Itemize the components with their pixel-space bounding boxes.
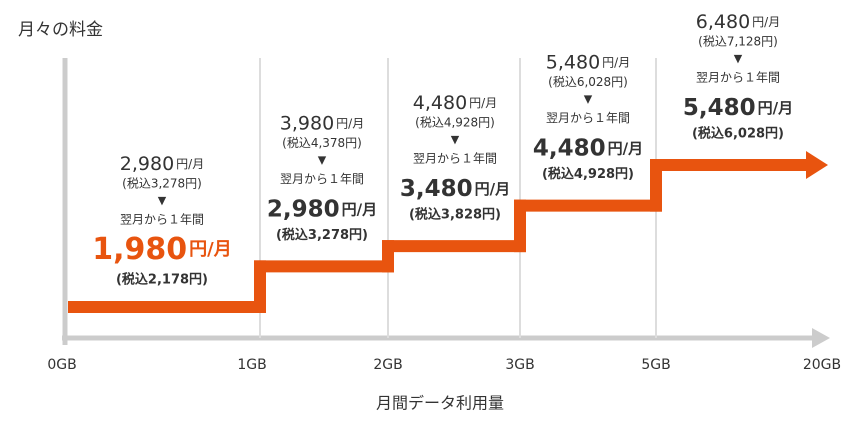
regular-price: 5,480 円/月 xyxy=(546,51,630,73)
price-unit: 円/月 xyxy=(189,239,232,260)
price: 1,980 円/月 xyxy=(92,232,231,267)
x-axis-arrow xyxy=(812,328,830,348)
regular-price-number: 6,480 xyxy=(696,11,750,33)
x-tick-label: 2GB xyxy=(373,357,402,373)
step-arrow xyxy=(806,151,828,179)
price-number: 4,480 xyxy=(533,135,606,161)
arrow: ▼ xyxy=(158,194,167,207)
regular-price-unit: 円/月 xyxy=(336,116,364,130)
regular-price-unit: 円/月 xyxy=(752,15,780,29)
note: 翌月から１年間 xyxy=(280,172,364,186)
note: 翌月から１年間 xyxy=(546,111,630,125)
arrow: ▼ xyxy=(318,153,327,166)
arrow: ▼ xyxy=(451,133,460,146)
x-tick-label: 0GB xyxy=(47,357,76,373)
regular-tax: (税込7,128円) xyxy=(698,35,778,49)
price: 2,980 円/月 xyxy=(267,196,377,222)
price-unit: 円/月 xyxy=(342,200,377,218)
regular-price-unit: 円/月 xyxy=(176,157,204,171)
price: 4,480 円/月 xyxy=(533,135,643,161)
x-tick-label: 3GB xyxy=(505,357,534,373)
arrow: ▼ xyxy=(734,52,743,65)
x-tick-label: 1GB xyxy=(237,357,266,373)
regular-price: 4,480 円/月 xyxy=(413,92,497,114)
regular-tax: (税込4,928円) xyxy=(415,116,495,130)
chart-title: 月々の料金 xyxy=(18,20,103,40)
tax: (税込3,828円) xyxy=(409,207,501,223)
price-unit: 円/月 xyxy=(758,99,793,117)
price-number: 2,980 xyxy=(267,196,340,222)
note: 翌月から１年間 xyxy=(696,71,780,85)
regular-price: 2,980 円/月 xyxy=(120,153,204,175)
regular-price-number: 2,980 xyxy=(120,153,174,175)
regular-tax: (税込4,378円) xyxy=(282,136,362,150)
regular-price-number: 4,480 xyxy=(413,92,467,114)
price-number: 1,980 xyxy=(92,232,187,267)
note: 翌月から１年間 xyxy=(413,152,497,166)
x-axis-label: 月間データ利用量 xyxy=(376,394,504,413)
regular-price-unit: 円/月 xyxy=(602,55,630,69)
tax: (税込3,278円) xyxy=(276,227,368,243)
arrow: ▼ xyxy=(584,93,593,106)
price: 3,480 円/月 xyxy=(400,176,510,202)
tax: (税込6,028円) xyxy=(692,126,784,142)
price-number: 3,480 xyxy=(400,176,473,202)
x-tick-label: 5GB xyxy=(641,357,670,373)
regular-price: 3,980 円/月 xyxy=(280,112,364,134)
regular-price-number: 3,980 xyxy=(280,112,334,134)
note: 翌月から１年間 xyxy=(120,213,204,227)
regular-tax: (税込6,028円) xyxy=(548,75,628,89)
price-unit: 円/月 xyxy=(608,139,643,157)
regular-price-unit: 円/月 xyxy=(469,96,497,110)
tax: (税込4,928円) xyxy=(542,166,634,182)
tax: (税込2,178円) xyxy=(116,272,208,288)
regular-price: 6,480 円/月 xyxy=(696,11,780,33)
regular-tax: (税込3,278円) xyxy=(122,177,202,191)
price: 5,480 円/月 xyxy=(683,95,793,121)
price-unit: 円/月 xyxy=(475,180,510,198)
regular-price-number: 5,480 xyxy=(546,51,600,73)
x-tick-label: 20GB xyxy=(803,357,841,373)
price-number: 5,480 xyxy=(683,95,756,121)
